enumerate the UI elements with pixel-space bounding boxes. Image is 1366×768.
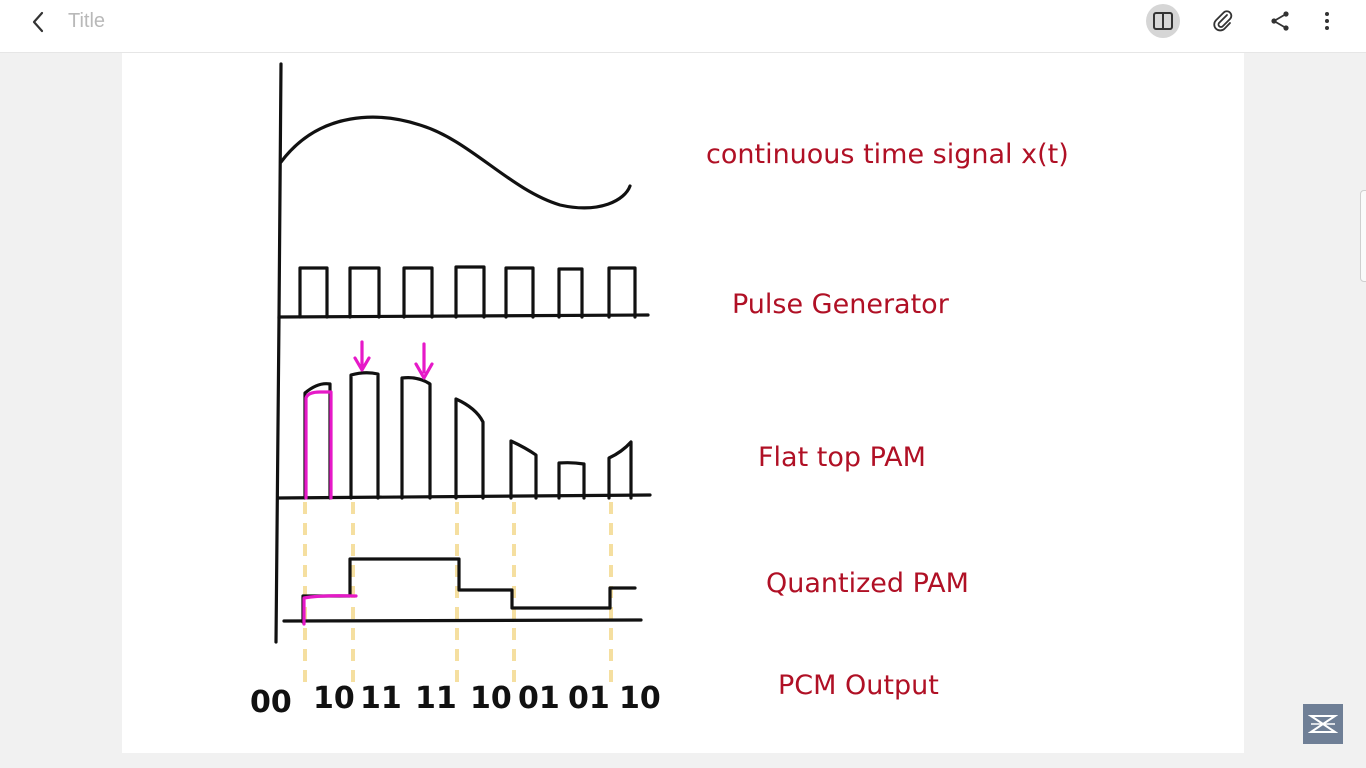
note-title[interactable]: Title xyxy=(68,10,106,32)
paperclip-icon xyxy=(1213,10,1233,32)
pcm-bit-2: 11 xyxy=(360,681,402,716)
pcm-bit-5: 01 xyxy=(518,681,560,716)
back-button[interactable] xyxy=(22,6,56,40)
continuous-signal-curve xyxy=(279,115,632,210)
label-pcm-output: PCM Output xyxy=(778,670,939,701)
pulse-baseline xyxy=(277,313,650,319)
y-axis-upper xyxy=(277,62,283,320)
pcm-bit-4: 10 xyxy=(470,681,512,716)
book-icon xyxy=(1153,12,1173,30)
label-continuous-signal: continuous time signal x(t) xyxy=(706,139,1069,170)
channel-logo xyxy=(1303,704,1343,744)
share-icon xyxy=(1271,11,1289,31)
pam-baseline xyxy=(276,493,652,500)
pulse-train xyxy=(298,265,637,319)
back-icon xyxy=(32,11,44,33)
pcm-diagram: 00 10 11 11 10 01 01 10 continuous time … xyxy=(250,62,1069,720)
pcm-bit-0: 00 xyxy=(250,685,292,720)
note-canvas[interactable]: 00 10 11 11 10 01 01 10 continuous time … xyxy=(122,53,1244,753)
pcm-bit-6: 01 xyxy=(568,681,610,716)
share-button[interactable] xyxy=(1263,4,1297,38)
more-options-button[interactable] xyxy=(1310,4,1344,38)
quantized-baseline xyxy=(282,618,643,623)
logo-icon xyxy=(1308,715,1338,733)
magenta-highlights xyxy=(302,340,434,626)
scroll-handle[interactable] xyxy=(1360,190,1366,282)
top-toolbar: Title xyxy=(0,0,1366,53)
pcm-bit-7: 10 xyxy=(619,681,661,716)
y-axis-lower xyxy=(274,316,281,644)
pcm-bit-3: 11 xyxy=(415,681,457,716)
pcm-bit-1: 10 xyxy=(313,681,355,716)
label-pulse-generator: Pulse Generator xyxy=(732,289,950,320)
reading-mode-button[interactable] xyxy=(1146,4,1180,38)
label-quantized-pam: Quantized PAM xyxy=(766,568,969,599)
more-icon xyxy=(1325,12,1329,30)
flat-top-pam-pulses xyxy=(303,371,633,500)
pcm-output-bits: 00 10 11 11 10 01 01 10 xyxy=(250,681,661,720)
label-flat-top-pam: Flat top PAM xyxy=(758,442,926,473)
attach-button[interactable] xyxy=(1206,4,1240,38)
